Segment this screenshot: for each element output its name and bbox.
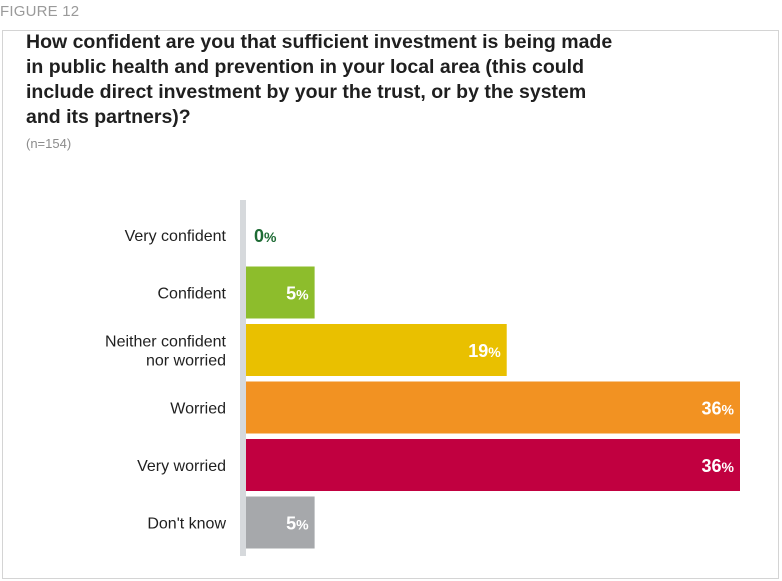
figure-label: FIGURE 12 bbox=[0, 3, 80, 20]
value-label-0: 0% bbox=[254, 226, 277, 246]
category-label-1: Confident bbox=[158, 286, 227, 303]
value-label-1: 5% bbox=[286, 284, 309, 304]
value-label-5: 5% bbox=[286, 514, 309, 534]
category-label-2: Neither confident nor worried bbox=[105, 334, 227, 370]
bar-1 bbox=[246, 266, 315, 319]
bar-4 bbox=[246, 439, 740, 491]
chart-subtitle: (n=154) bbox=[26, 136, 72, 151]
bar-2 bbox=[246, 324, 507, 376]
category-label-3: Worried bbox=[170, 401, 226, 418]
chart-title: How confident are you that sufficient in… bbox=[26, 31, 613, 128]
category-label-0: Very confident bbox=[125, 228, 227, 245]
bar-3 bbox=[246, 381, 740, 434]
category-label-5: Don't know bbox=[147, 516, 226, 533]
y-axis-band bbox=[240, 200, 246, 556]
value-label-4: 36% bbox=[702, 456, 735, 476]
value-label-2: 19% bbox=[468, 341, 501, 361]
bar-5 bbox=[246, 496, 315, 549]
value-label-3: 36% bbox=[702, 399, 735, 419]
category-label-4: Very worried bbox=[137, 458, 226, 475]
